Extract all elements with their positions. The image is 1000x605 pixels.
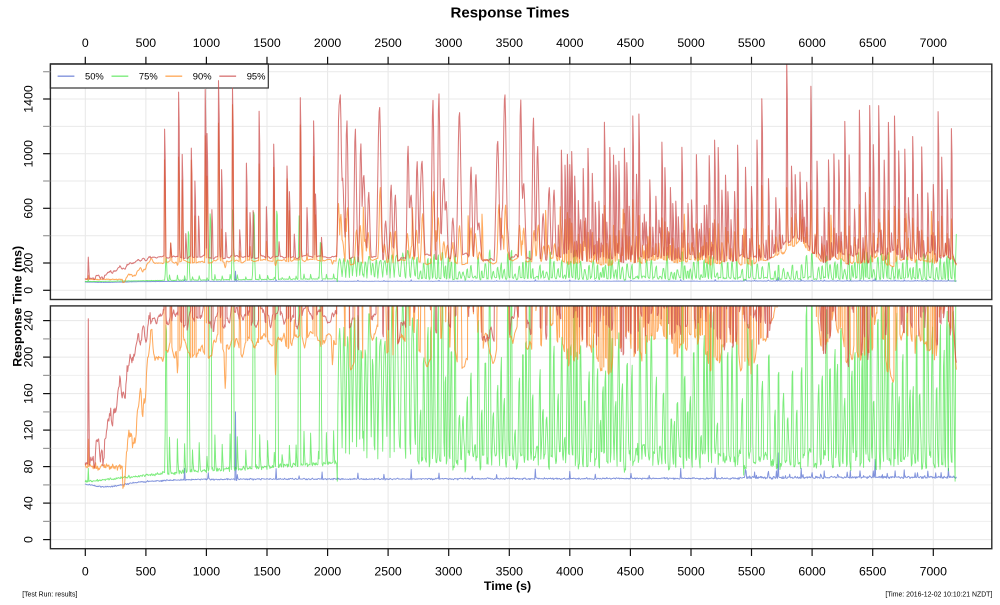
svg-text:0: 0 [22,536,36,543]
svg-text:3000: 3000 [435,564,463,578]
svg-text:40: 40 [22,496,36,510]
svg-text:3500: 3500 [496,564,524,578]
svg-text:0: 0 [82,36,89,50]
svg-text:50%: 50% [85,71,104,82]
svg-text:1000: 1000 [193,36,221,50]
svg-text:4000: 4000 [556,564,584,578]
svg-text:75%: 75% [139,71,158,82]
svg-text:1400: 1400 [22,85,36,113]
svg-text:200: 200 [22,347,36,368]
svg-text:1500: 1500 [253,36,281,50]
svg-text:4000: 4000 [556,36,584,50]
svg-text:0: 0 [22,287,36,294]
svg-text:Response Time (ms): Response Time (ms) [11,246,25,367]
svg-text:5000: 5000 [677,564,705,578]
svg-text:5500: 5500 [738,564,766,578]
svg-text:1000: 1000 [193,564,221,578]
svg-text:3000: 3000 [435,36,463,50]
svg-text:600: 600 [22,198,36,219]
svg-text:[Test Run: results]: [Test Run: results] [22,592,77,599]
svg-text:4500: 4500 [617,36,645,50]
svg-text:160: 160 [22,383,36,404]
svg-text:6000: 6000 [798,564,826,578]
svg-text:500: 500 [136,36,157,50]
svg-text:[Time: 2016-12-02 10:10:21 NZD: [Time: 2016-12-02 10:10:21 NZDT] [885,592,992,599]
svg-text:6000: 6000 [798,36,826,50]
svg-text:6500: 6500 [859,564,887,578]
svg-text:Response Times: Response Times [451,4,570,21]
svg-text:80: 80 [22,460,36,474]
svg-text:240: 240 [22,310,36,331]
svg-text:2500: 2500 [374,564,402,578]
svg-text:0: 0 [82,564,89,578]
svg-text:5500: 5500 [738,36,766,50]
svg-text:1000: 1000 [22,140,36,168]
svg-text:2000: 2000 [314,564,342,578]
svg-text:90%: 90% [193,71,212,82]
svg-text:95%: 95% [247,71,266,82]
svg-text:1500: 1500 [253,564,281,578]
svg-text:7000: 7000 [920,36,948,50]
svg-text:6500: 6500 [859,36,887,50]
svg-text:4500: 4500 [617,564,645,578]
svg-text:Time (s): Time (s) [484,579,531,593]
svg-text:500: 500 [136,564,157,578]
svg-text:200: 200 [22,253,36,274]
svg-text:2000: 2000 [314,36,342,50]
svg-text:2500: 2500 [374,36,402,50]
svg-text:3500: 3500 [496,36,524,50]
svg-text:5000: 5000 [677,36,705,50]
svg-text:120: 120 [22,420,36,441]
svg-text:7000: 7000 [920,564,948,578]
